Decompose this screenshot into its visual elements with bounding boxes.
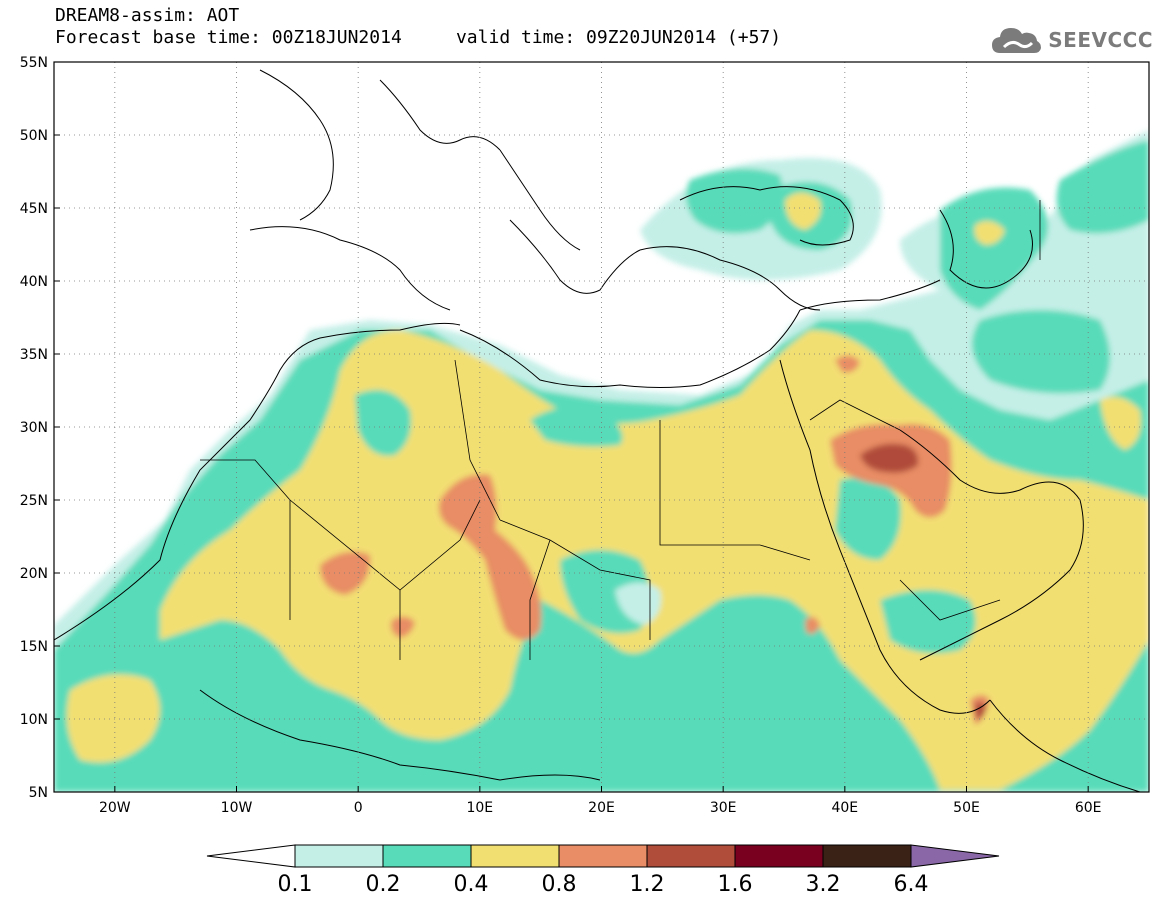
lat-label: 50N bbox=[20, 128, 48, 144]
colorbar-label: 0.2 bbox=[366, 872, 401, 897]
lon-label: 40E bbox=[831, 800, 858, 816]
seevccc-logo: SEEVCCC bbox=[990, 22, 1153, 58]
lat-label: 55N bbox=[20, 55, 48, 71]
cloud-icon bbox=[992, 28, 1042, 53]
colorbar: 0.1 0.2 0.4 0.8 1.2 1.6 3.2 6.4 bbox=[206, 844, 1000, 897]
aot-contour-0.8 bbox=[439, 474, 542, 640]
gridlines bbox=[54, 62, 1149, 792]
aot-contour-1.2 bbox=[860, 443, 919, 473]
colorbar-swatch bbox=[822, 844, 912, 868]
lat-label: 30N bbox=[20, 420, 48, 436]
lon-label: 60E bbox=[1075, 800, 1102, 816]
aot-field bbox=[54, 62, 1149, 792]
colorbar-swatch bbox=[646, 844, 736, 868]
lon-label: 10E bbox=[466, 800, 493, 816]
political-borders bbox=[200, 200, 1041, 660]
colorbar-above-triangle bbox=[910, 844, 1000, 868]
lat-label: 45N bbox=[20, 201, 48, 217]
colorbar-swatch bbox=[470, 844, 560, 868]
lat-label: 35N bbox=[20, 347, 48, 363]
lat-label: 20N bbox=[20, 566, 48, 582]
logo-text: SEEVCCC bbox=[1048, 28, 1153, 52]
colorbar-label: 6.4 bbox=[894, 872, 929, 897]
coastlines bbox=[54, 69, 1141, 792]
map-title: DREAM8-assim: AOT bbox=[55, 5, 240, 26]
axis-ticks bbox=[54, 61, 1089, 793]
lat-label: 10N bbox=[20, 712, 48, 728]
lon-label: 50E bbox=[953, 800, 980, 816]
lon-label: 10W bbox=[221, 800, 253, 816]
colorbar-label: 1.6 bbox=[718, 872, 753, 897]
lat-label: 25N bbox=[20, 493, 48, 509]
colorbar-label: 0.8 bbox=[542, 872, 577, 897]
colorbar-swatch bbox=[734, 844, 824, 868]
latitude-labels: 55N 50N 45N 40N 35N 30N 25N 20N 15N 10N 5N bbox=[20, 55, 48, 801]
lat-label: 15N bbox=[20, 639, 48, 655]
colorbar-swatch bbox=[294, 844, 384, 868]
colorbar-label: 1.2 bbox=[630, 872, 665, 897]
lat-label: 40N bbox=[20, 274, 48, 290]
lat-label: 5N bbox=[29, 785, 48, 801]
lon-label: 0 bbox=[354, 800, 363, 816]
forecast-time-info: Forecast base time: 00Z18JUN2014 valid t… bbox=[55, 27, 782, 48]
colorbar-label: 3.2 bbox=[806, 872, 841, 897]
colorbar-label: 0.1 bbox=[278, 872, 313, 897]
colorbar-swatch bbox=[382, 844, 472, 868]
colorbar-below-triangle bbox=[206, 844, 296, 868]
lon-label: 20W bbox=[99, 800, 131, 816]
colorbar-swatch bbox=[558, 844, 648, 868]
lon-label: 20E bbox=[588, 800, 615, 816]
colorbar-label: 0.4 bbox=[454, 872, 489, 897]
longitude-labels: 20W 10W 0 10E 20E 30E 40E 50E 60E bbox=[99, 800, 1102, 816]
lon-label: 30E bbox=[710, 800, 737, 816]
